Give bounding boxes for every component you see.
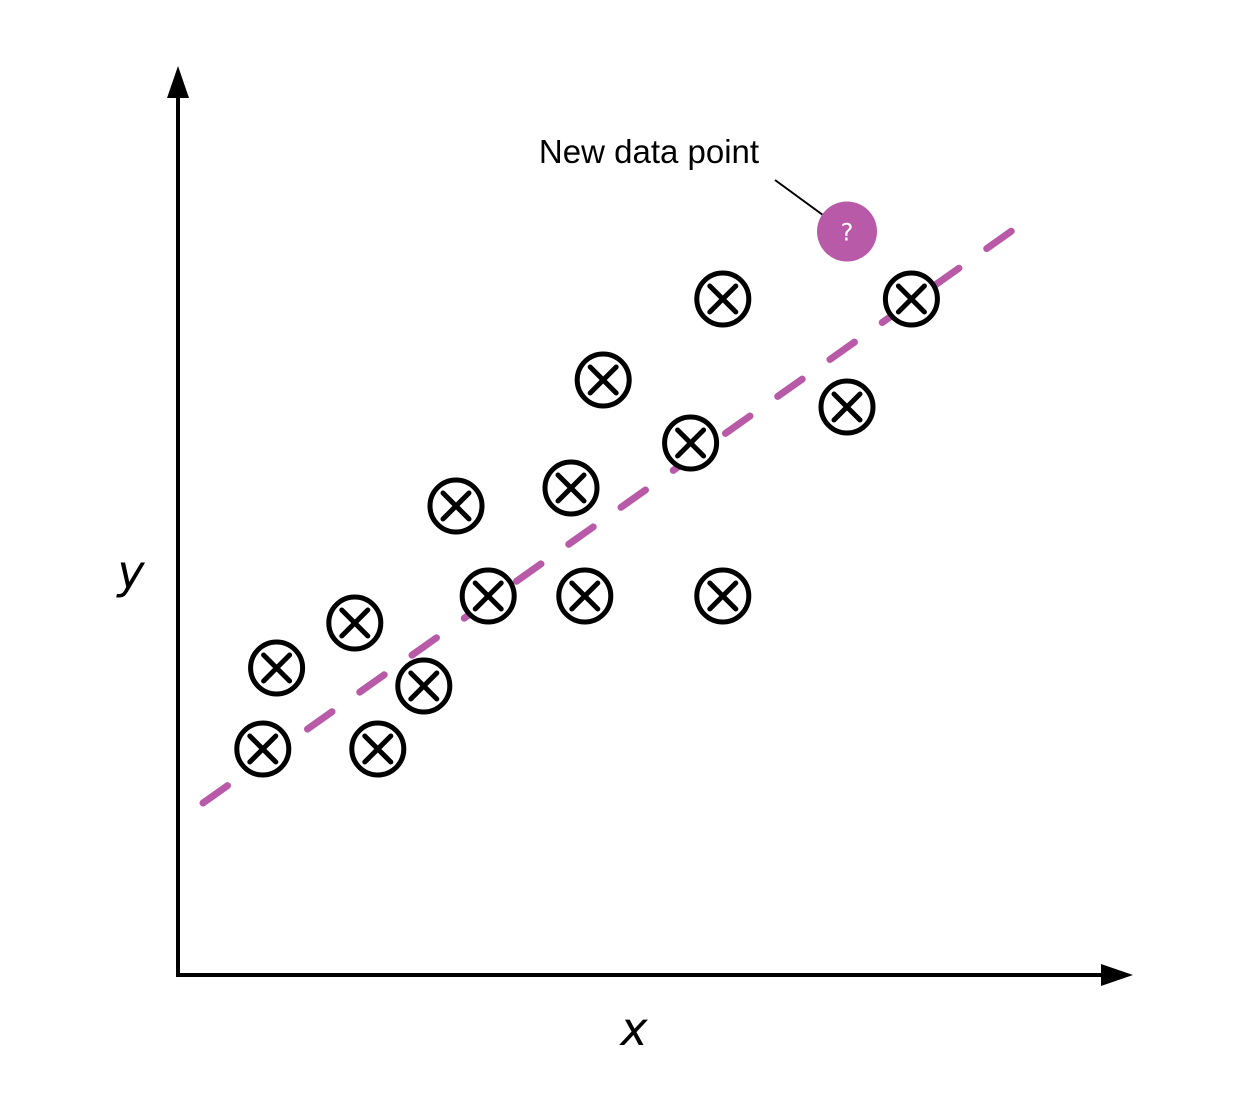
x-mark-icon [440,490,472,522]
data-point-14 [818,378,876,436]
trendline [199,223,1021,807]
x-axis-arrow [1101,964,1133,986]
x-mark-icon [569,580,601,612]
x-mark-icon [675,427,707,459]
data-point-11 [662,414,720,472]
x-axis-label: x [618,1002,648,1056]
x-mark-icon [707,283,739,315]
data-point-15 [882,270,940,328]
x-mark-icon [339,607,371,639]
y-axis-arrow [167,66,189,98]
annotation-leader-line [774,179,828,219]
data-point-13 [694,567,752,625]
data-point-9 [556,567,614,625]
x-mark-icon [895,283,927,315]
data-point-6 [427,477,485,535]
x-mark-icon [707,580,739,612]
x-mark-icon [587,364,619,396]
data-point-12 [694,270,752,328]
data-point-3 [326,594,384,652]
x-mark-icon [472,580,504,612]
data-point-7 [459,567,517,625]
data-points [234,270,940,778]
x-mark-icon [247,733,279,765]
new-data-point: ? [817,201,877,262]
x-mark-icon [555,472,587,504]
data-point-8 [542,459,600,517]
x-mark-icon [408,670,440,702]
data-point-5 [395,657,453,715]
data-point-10 [574,351,632,409]
x-mark-icon [362,733,394,765]
new-data-point-circle [817,201,877,262]
new-point-annotation: New data point [539,133,759,170]
data-point-4 [349,720,407,778]
x-mark-icon [831,391,863,423]
y-axis-label: y [115,545,145,599]
x-mark-icon [261,652,293,684]
new-data-point-label: ? [841,219,854,247]
data-point-2 [248,639,306,697]
data-point-1 [234,720,292,778]
